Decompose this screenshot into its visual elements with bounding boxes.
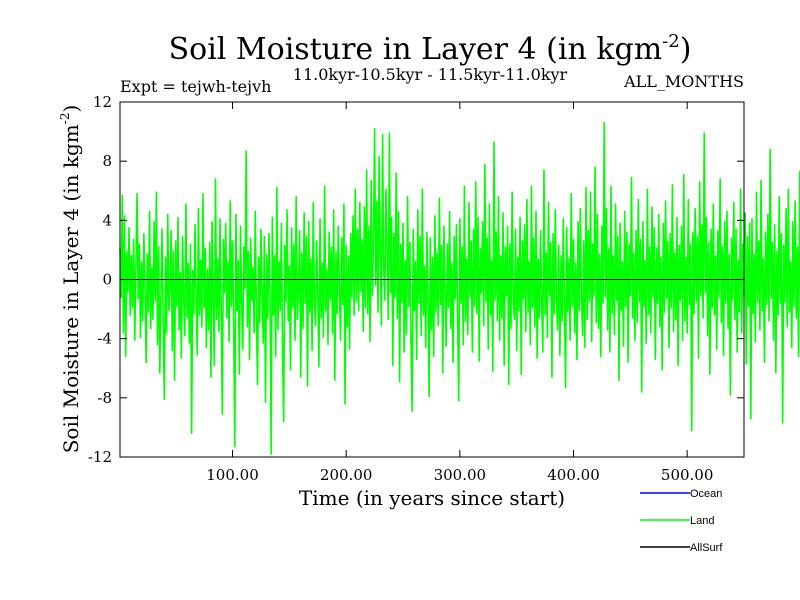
x-tick-label: 300.00 [434, 466, 487, 484]
y-tick-label: -12 [88, 448, 112, 466]
x-tick-label: 200.00 [320, 466, 373, 484]
y-axis-label-main: Soil Moisture in Layer 4 (in kgm [59, 124, 83, 453]
y-tick-label: 12 [93, 93, 112, 111]
period-label: 11.0kyr-10.5kyr - 11.5kyr-11.0kyr [293, 65, 568, 84]
y-axis-label-end: ) [59, 105, 83, 113]
chart-title-end: ) [680, 32, 692, 67]
y-axis-label-superscript: -2 [58, 113, 72, 125]
chart-title: Soil Moisture in Layer 4 (in kgm-2) [169, 31, 692, 67]
plot-area [119, 121, 800, 455]
series-line-land [119, 121, 800, 455]
x-axis: 100.00 200.00 300.00 400.00 500.00 [206, 102, 713, 484]
x-tick-label: 400.00 [547, 466, 600, 484]
experiment-label: Expt = tejwh-tejvh [120, 77, 271, 96]
y-tick-label: 8 [102, 152, 112, 170]
legend: Ocean Land AllSurf [640, 488, 723, 554]
x-tick-label: 500.00 [661, 466, 714, 484]
x-tick-label: 100.00 [206, 466, 259, 484]
y-tick-label: -8 [97, 389, 112, 407]
months-label: ALL_MONTHS [623, 72, 744, 91]
y-axis: -12 -8 -4 0 4 8 12 [88, 93, 744, 466]
y-tick-label: 4 [102, 211, 112, 229]
legend-label-allsurf: AllSurf [690, 542, 723, 554]
y-axis-label: Soil Moisture in Layer 4 (in kgm-2) [58, 105, 83, 454]
chart-title-main: Soil Moisture in Layer 4 (in kgm [169, 32, 663, 67]
legend-label-land: Land [690, 515, 714, 527]
chart-title-superscript: -2 [662, 31, 680, 52]
legend-label-ocean: Ocean [690, 488, 722, 500]
y-tick-label: 0 [102, 271, 112, 289]
y-tick-label: -4 [97, 330, 112, 348]
x-axis-label: Time (in years since start) [299, 486, 565, 510]
